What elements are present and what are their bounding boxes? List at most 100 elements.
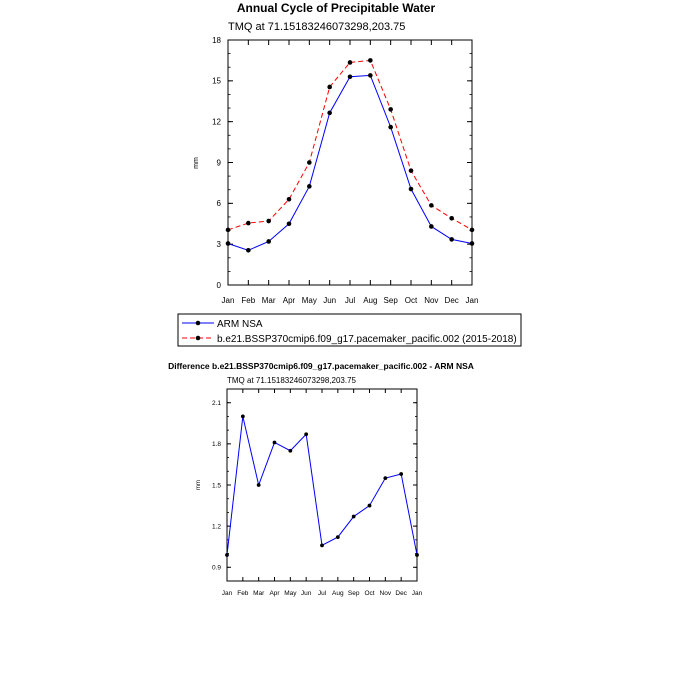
chart-annual-cycle: Annual Cycle of Precipitable Water TMQ a…: [177, 1, 522, 347]
x-tick-label: Jun: [323, 296, 336, 305]
legend-label-arm: ARM NSA: [217, 319, 263, 330]
x-tick-label: Oct: [364, 590, 374, 597]
x-tick-label: Aug: [332, 590, 344, 597]
y-tick-label: 0.9: [212, 565, 221, 572]
x-tick-label: May: [284, 590, 297, 597]
legend-box: [177, 313, 522, 347]
data-point: [272, 440, 277, 445]
legend-marker-arm: [195, 320, 201, 326]
data-point: [368, 73, 373, 78]
data-point: [388, 107, 393, 112]
y-tick-label: 6: [217, 199, 222, 208]
data-point: [408, 168, 414, 173]
data-point: [225, 227, 231, 233]
x-tick-label: Feb: [237, 590, 249, 597]
data-point: [286, 196, 292, 202]
legend-marker-model: [195, 335, 201, 341]
y-tick-label: 3: [217, 240, 222, 249]
x-tick-label: Jul: [345, 296, 355, 305]
x-tick-label: Jun: [301, 590, 312, 597]
data-point: [347, 60, 353, 65]
x-tick-label: Feb: [241, 296, 255, 305]
legend: ARM NSA b.e21.BSSP370cmip6.f09_g17.pacem…: [177, 313, 522, 347]
x-tick-label: Sep: [384, 296, 399, 305]
data-point: [415, 553, 419, 557]
y-tick-label: 1.5: [212, 482, 221, 489]
data-point: [286, 221, 292, 227]
x-tick-label: Sep: [348, 590, 360, 597]
y-tick-label: 15: [212, 77, 221, 86]
data-point: [307, 160, 312, 165]
tick-marks: [226, 388, 418, 582]
series-group: [225, 414, 419, 557]
x-tick-labels: Jan Feb Mar Apr May Jun Jul Aug Sep Oct …: [222, 296, 479, 305]
tick-marks: [227, 39, 473, 286]
chart-title: Annual Cycle of Precipitable Water: [237, 1, 436, 15]
data-point: [246, 220, 251, 226]
data-point: [367, 503, 372, 508]
y-tick-label: 9: [217, 158, 222, 167]
data-point: [225, 553, 229, 557]
data-point: [256, 483, 261, 487]
x-tick-label: Aug: [363, 296, 377, 305]
chart-title: Difference b.e21.BSSP370cmip6.f09_g17.pa…: [168, 361, 474, 371]
data-point: [469, 241, 475, 246]
data-point: [307, 184, 312, 189]
y-tick-labels: 0.9 1.2 1.5 1.8 2.1: [212, 400, 221, 572]
x-tick-label: Jul: [318, 590, 327, 597]
data-point: [408, 186, 414, 192]
data-point: [383, 476, 388, 481]
x-tick-label: Mar: [253, 590, 265, 597]
series-line: [227, 74, 473, 251]
data-point: [429, 224, 434, 229]
data-point: [368, 58, 373, 63]
data-point: [266, 239, 271, 244]
x-tick-label: Jan: [222, 296, 235, 305]
x-tick-label: Jan: [466, 296, 479, 305]
data-point: [388, 124, 393, 130]
data-point: [469, 227, 475, 233]
x-tick-label: Dec: [445, 296, 459, 305]
data-point: [240, 414, 245, 419]
chart-subtitle: TMQ at 71.15183246073298,203.75: [227, 376, 357, 385]
data-point: [347, 74, 353, 80]
x-tick-labels: Jan Feb Mar Apr May Jun Jul Aug Sep Oct …: [222, 590, 423, 597]
chart-subtitle: TMQ at 71.15183246073298,203.75: [228, 21, 405, 33]
x-tick-label: Mar: [262, 296, 276, 305]
x-tick-label: Nov: [380, 590, 392, 597]
data-point: [399, 472, 404, 476]
series-line: [226, 416, 418, 556]
data-point: [266, 218, 271, 224]
data-point: [320, 543, 324, 548]
series-group: [225, 58, 475, 253]
x-tick-label: Dec: [395, 590, 407, 597]
x-tick-label: Nov: [424, 296, 438, 305]
x-tick-label: Jan: [222, 590, 233, 597]
y-tick-label: 12: [212, 117, 221, 126]
data-point: [429, 203, 434, 208]
y-axis-label: mm: [193, 157, 200, 169]
x-tick-label: Oct: [405, 296, 418, 305]
series-line: [227, 59, 473, 231]
chart-difference: Difference b.e21.BSSP370cmip6.f09_g17.pa…: [168, 361, 474, 597]
y-tick-label: 0: [217, 281, 222, 290]
y-tick-label: 1.8: [212, 441, 221, 448]
data-point: [288, 448, 293, 453]
data-point: [327, 84, 332, 90]
legend-label-model: b.e21.BSSP370cmip6.f09_g17.pacemaker_pac…: [217, 334, 517, 345]
plot-frame: [226, 388, 418, 582]
y-tick-label: 18: [212, 36, 221, 45]
y-tick-labels: 0 3 6 9 12 15 18: [212, 36, 221, 290]
data-point: [335, 535, 340, 540]
x-tick-label: Apr: [269, 590, 280, 597]
x-tick-label: May: [302, 296, 317, 305]
data-point: [225, 241, 231, 246]
data-point: [327, 110, 332, 116]
y-tick-label: 1.2: [212, 523, 221, 530]
data-point: [246, 247, 251, 253]
data-point: [449, 216, 454, 221]
data-point: [304, 432, 309, 437]
data-point: [351, 514, 356, 519]
y-axis-label: mm: [196, 480, 202, 490]
